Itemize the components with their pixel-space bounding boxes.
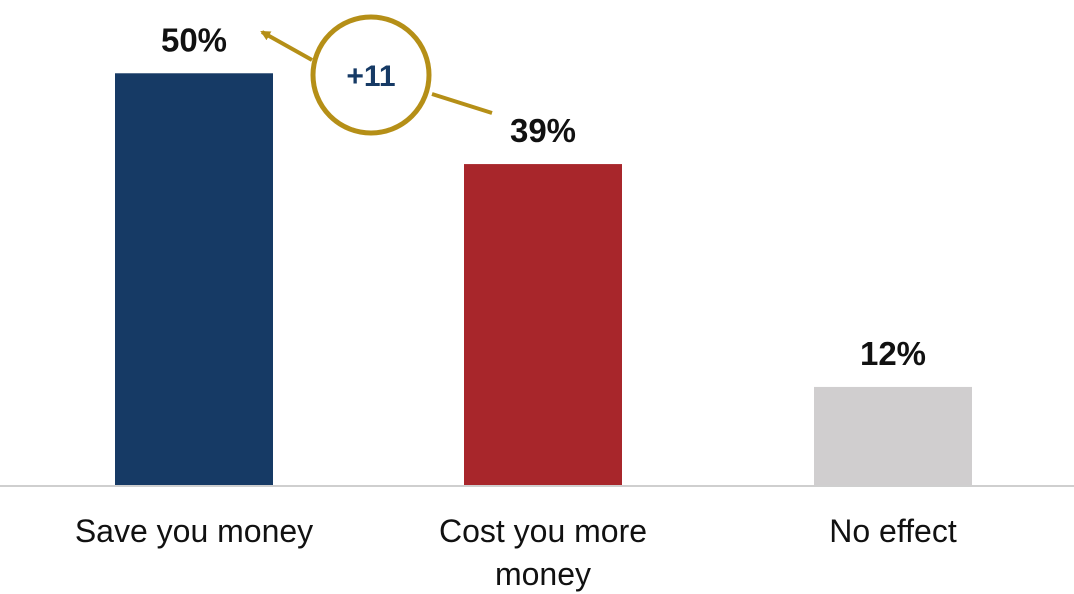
value-label-2: 39% <box>510 112 576 149</box>
category-label-3: No effect <box>829 513 957 549</box>
value-labels-group: 50% 39% 12% <box>161 21 926 372</box>
category-label-1: Save you money <box>75 513 313 549</box>
value-label-1: 50% <box>161 21 227 58</box>
difference-arrow <box>260 30 313 62</box>
category-labels-group: Save you money Cost you more money No effec… <box>75 513 957 592</box>
category-label-2-line-2: money <box>495 556 591 592</box>
category-label-2-line-1: Cost you more <box>439 513 647 549</box>
bar-2 <box>464 164 622 486</box>
bar-1 <box>115 73 273 486</box>
difference-circle <box>310 14 432 136</box>
difference-connector <box>431 92 493 115</box>
bar-3 <box>814 386 972 486</box>
bars-group <box>115 73 972 486</box>
difference-label: +11 <box>346 60 395 93</box>
value-label-3: 12% <box>860 335 926 372</box>
difference-annotation: +11 <box>260 14 493 136</box>
